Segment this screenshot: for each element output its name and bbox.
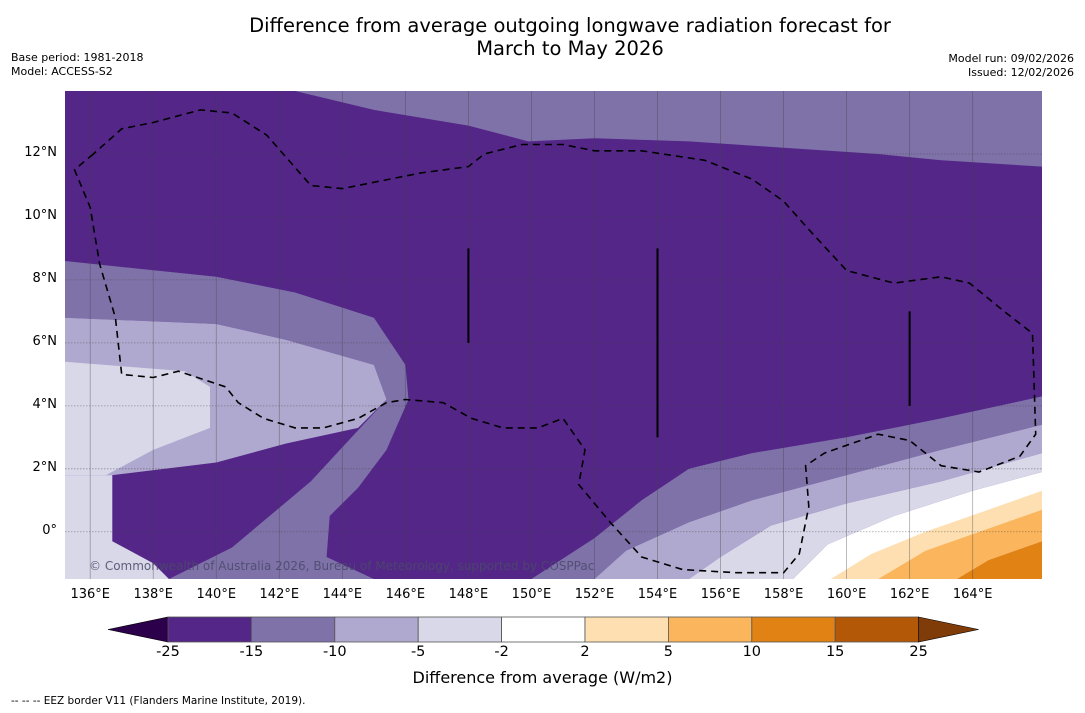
- map-panel: © Commonwealth of Australia 2026, Bureau…: [65, 91, 1043, 579]
- latitude-tick-label: 12°N: [24, 144, 57, 160]
- colorbar-tick-label: 10: [742, 644, 762, 660]
- contour-regions: [65, 91, 1043, 579]
- longitude-tick-label: 138°E: [133, 587, 173, 602]
- chart-title: Difference from average outgoing longwav…: [0, 14, 1085, 60]
- colorbar-segment: [668, 616, 753, 643]
- region--15-to-10-north: [295, 91, 1043, 167]
- eez-border-line: [73, 109, 1037, 574]
- colorbar-segment: [501, 616, 586, 643]
- latitude-tick-label: 4°N: [32, 396, 58, 412]
- region--5-to-2-southwest: [65, 475, 169, 579]
- colorbar-label: Difference from average (W/m2): [412, 668, 673, 687]
- colorbar-segment: [834, 616, 920, 643]
- longitude-tick-label: 164°E: [952, 587, 993, 602]
- colorbar-tick-label: 5: [663, 644, 674, 660]
- colorbar-tick-label: -2: [494, 644, 509, 660]
- latitude-tick-label: 8°N: [32, 270, 58, 286]
- latitude-tick-label: 0°: [42, 522, 57, 538]
- map-svg: © Commonwealth of Australia 2026, Bureau…: [65, 91, 1043, 579]
- colorbar: [107, 616, 979, 643]
- latitude-tick-label: 10°N: [24, 207, 57, 223]
- colorbar-tick-label: -25: [156, 644, 180, 660]
- colorbar-segment: [334, 616, 419, 643]
- region--5-to-2-west: [65, 361, 210, 476]
- issued-text: Issued: 12/02/2026: [967, 66, 1074, 79]
- colorbar-tick-label: 25: [909, 644, 928, 660]
- meta-right: Model run: 09/02/2026 Issued: 12/02/2026: [948, 52, 1074, 80]
- colorbar-extend-low: [107, 616, 169, 643]
- region-2-to-5: [830, 490, 1042, 579]
- longitude-tick-label: 160°E: [826, 587, 867, 602]
- colorbar-segment: [584, 616, 669, 643]
- longitude-tick-label: 140°E: [196, 587, 237, 602]
- region-5-to-10: [878, 509, 1042, 579]
- region--15-to-10-southeast: [531, 396, 1042, 579]
- colorbar-segment: [751, 616, 836, 643]
- colorbar-tick-label: -10: [322, 644, 347, 660]
- colorbar-segment: [167, 616, 252, 643]
- colorbar-extend-high: [918, 616, 979, 643]
- latitude-tick-label: 2°N: [32, 459, 58, 475]
- colorbar-tick-label: 2: [580, 644, 590, 660]
- colorbar-tick-label: -5: [410, 644, 426, 660]
- longitude-tick-label: 158°E: [763, 587, 804, 602]
- colorbar-tick-label: 15: [825, 644, 845, 660]
- model-text: Model: ACCESS-S2: [11, 65, 113, 78]
- model-run-text: Model run: 09/02/2026: [948, 52, 1074, 65]
- colorbar-tick-label: -15: [239, 644, 264, 660]
- longitude-tick-label: 148°E: [448, 587, 489, 602]
- boundary-lines: [467, 248, 911, 438]
- colorbar-segment: [250, 616, 336, 643]
- region--10-to-5-southeast: [594, 424, 1042, 579]
- longitude-tick-label: 150°E: [511, 587, 552, 602]
- base-period-text: Base period: 1981-2018: [11, 51, 144, 64]
- region--5-to-2-southeast: [689, 453, 1042, 579]
- longitude-tick-label: 136°E: [70, 587, 110, 602]
- latitude-tick-label: 6°N: [32, 333, 58, 349]
- longitude-tick-label: 144°E: [322, 587, 363, 602]
- longitude-tick-label: 154°E: [637, 587, 678, 602]
- meta-left: Base period: 1981-2018 Model: ACCESS-S2: [11, 51, 143, 79]
- longitude-tick-label: 146°E: [385, 587, 426, 602]
- longitude-tick-label: 156°E: [700, 587, 741, 602]
- longitude-tick-label: 152°E: [574, 587, 615, 602]
- title-line-1: Difference from average outgoing longwav…: [249, 14, 891, 37]
- colorbar-segment: [417, 616, 503, 643]
- longitude-tick-label: 142°E: [259, 587, 300, 602]
- copyright-text: © Commonwealth of Australia 2026, Bureau…: [89, 559, 594, 573]
- region--15-to-10-west: [65, 261, 409, 579]
- region-10-to-15: [956, 541, 1042, 579]
- title-line-2: March to May 2026: [476, 37, 664, 60]
- eez-footnote: -- -- -- EEZ border V11 (Flanders Marine…: [11, 695, 306, 707]
- longitude-tick-label: 162°E: [889, 587, 930, 602]
